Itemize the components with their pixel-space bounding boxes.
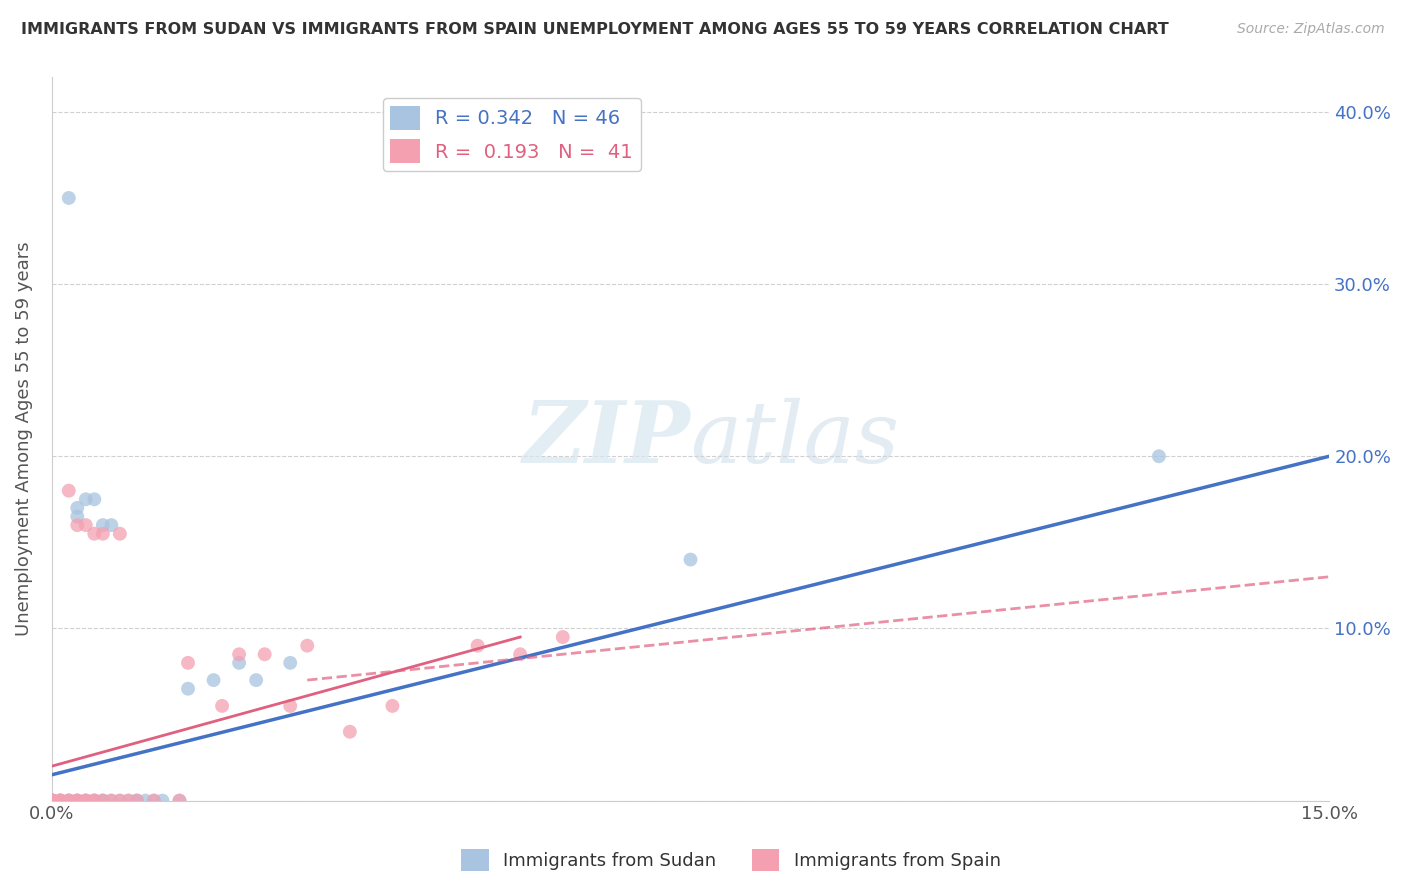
Y-axis label: Unemployment Among Ages 55 to 59 years: Unemployment Among Ages 55 to 59 years (15, 242, 32, 636)
Point (41, 794, 63, 808)
Text: ZIP: ZIP (523, 397, 690, 481)
Point (66, 794, 89, 808)
Point (142, 794, 165, 808)
Point (58, 794, 80, 808)
Point (41, 794, 63, 808)
Point (467, 639, 489, 653)
Point (100, 518, 122, 533)
Point (58, 794, 80, 808)
Point (41, 794, 63, 808)
Point (66, 509, 89, 524)
Point (41, 794, 63, 808)
Point (75, 794, 97, 808)
Point (125, 794, 148, 808)
Point (58, 794, 80, 808)
Point (211, 698, 233, 713)
Text: Source: ZipAtlas.com: Source: ZipAtlas.com (1237, 22, 1385, 37)
Legend: Immigrants from Sudan, Immigrants from Spain: Immigrants from Sudan, Immigrants from S… (454, 842, 1008, 879)
Point (142, 794, 165, 808)
Point (278, 656, 301, 670)
Point (41, 794, 63, 808)
Point (75, 518, 97, 533)
Point (75, 492, 97, 507)
Point (509, 647, 531, 661)
Point (49, 794, 72, 808)
Text: IMMIGRANTS FROM SUDAN VS IMMIGRANTS FROM SPAIN UNEMPLOYMENT AMONG AGES 55 TO 59 : IMMIGRANTS FROM SUDAN VS IMMIGRANTS FROM… (21, 22, 1168, 37)
Point (83, 794, 105, 808)
Point (117, 794, 139, 808)
Point (49, 794, 72, 808)
Point (41, 794, 63, 808)
Point (551, 630, 574, 644)
Point (83, 794, 105, 808)
Point (228, 647, 250, 661)
Point (75, 794, 97, 808)
Point (91, 794, 114, 808)
Point (66, 500, 89, 515)
Point (245, 673, 267, 687)
Point (83, 794, 105, 808)
Point (152, 794, 174, 808)
Point (100, 794, 122, 808)
Point (125, 794, 148, 808)
Point (41, 794, 63, 808)
Point (134, 794, 156, 808)
Point (83, 526, 105, 541)
Point (339, 724, 361, 739)
Point (41, 794, 63, 808)
Point (58, 794, 80, 808)
Point (49, 794, 72, 808)
Point (41, 794, 63, 808)
Point (177, 656, 200, 670)
Point (202, 673, 225, 687)
Point (169, 794, 191, 808)
Point (58, 483, 80, 498)
Point (91, 794, 114, 808)
Point (108, 794, 131, 808)
Point (228, 656, 250, 670)
Point (297, 639, 319, 653)
Point (66, 794, 89, 808)
Point (41, 794, 63, 808)
Point (91, 526, 114, 541)
Point (49, 794, 72, 808)
Point (66, 794, 89, 808)
Point (108, 794, 131, 808)
Point (83, 794, 105, 808)
Point (253, 647, 276, 661)
Point (41, 794, 63, 808)
Point (117, 794, 139, 808)
Point (58, 794, 80, 808)
Point (83, 492, 105, 507)
Point (91, 794, 114, 808)
Point (679, 552, 702, 566)
Point (66, 794, 89, 808)
Point (41, 794, 63, 808)
Point (177, 681, 200, 696)
Point (91, 518, 114, 533)
Legend: R = 0.342   N = 46, R =  0.193   N =  41: R = 0.342 N = 46, R = 0.193 N = 41 (382, 98, 641, 170)
Point (75, 794, 97, 808)
Point (66, 518, 89, 533)
Point (41, 794, 63, 808)
Point (278, 698, 301, 713)
Point (75, 794, 97, 808)
Point (108, 526, 131, 541)
Point (1147, 449, 1170, 463)
Point (100, 794, 122, 808)
Point (169, 794, 191, 808)
Text: atlas: atlas (690, 398, 900, 481)
Point (41, 794, 63, 808)
Point (381, 698, 404, 713)
Point (125, 794, 148, 808)
Point (49, 794, 72, 808)
Point (58, 191, 80, 205)
Point (49, 794, 72, 808)
